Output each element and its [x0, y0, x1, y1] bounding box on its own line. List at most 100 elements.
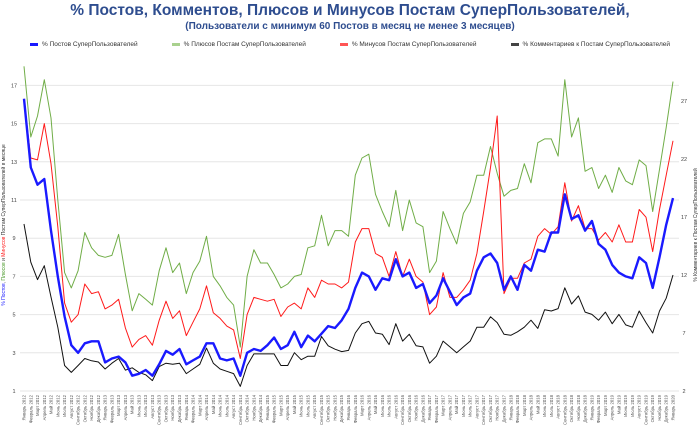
y-right-axis-label: % Комментариев к Постам СуперПользовател… [692, 168, 699, 282]
x-tick-label: Октябрь 2012 [82, 394, 87, 422]
y-right-tick-label: 22 [681, 157, 687, 163]
legend-label-pluses: % Плюсов Постам СуперПользователей [183, 41, 306, 48]
series-line-comments [23, 223, 674, 387]
x-tick-label: Февраль 2018 [515, 394, 520, 423]
legend-item-minuses: % Минусов Постам СуперПользователей [339, 41, 477, 48]
y-right-tick-label: 17 [681, 215, 687, 221]
x-tick-label: Март 2014 [197, 394, 202, 416]
chart-subtitle: (Пользователи с минимум 60 Постов в меся… [185, 21, 515, 32]
x-tick-label: Октябрь 2015 [326, 394, 331, 422]
x-tick-label: Май 2017 [454, 394, 459, 414]
x-tick-label: Сентябрь 2014 [238, 394, 243, 425]
x-tick-label: Сентябрь 2017 [481, 394, 486, 425]
x-tick-label: Сентябрь 2013 [157, 394, 162, 425]
x-tick-label: Май 2016 [373, 394, 378, 414]
y-left-axis-label: % Постов, Плюсов и Минусов Постам СуперП… [0, 144, 7, 306]
series-line-posts [22, 98, 675, 377]
x-tick-label: Январь 2017 [427, 394, 432, 420]
legend-swatch-minuses [339, 43, 348, 46]
x-tick-label: Июнь 2014 [218, 394, 223, 416]
x-tick-label: Январь 2018 [508, 394, 513, 420]
x-tick-label: Февраль 2015 [272, 394, 277, 423]
x-tick-label: Январь 2019 [589, 394, 594, 420]
x-tick-label: Июнь 2018 [542, 394, 547, 416]
x-tick-label: Март 2019 [603, 394, 608, 416]
x-tick-label: Август 2015 [312, 394, 317, 418]
y-right-tick-label: 27 [681, 99, 687, 105]
x-tick-label: Октябрь 2013 [163, 394, 168, 422]
x-tick-label: Апрель 2014 [204, 394, 209, 420]
x-tick-label: Декабрь 2013 [177, 394, 182, 422]
x-tick-label: Декабрь 2016 [420, 394, 425, 422]
x-tick-label: Август 2019 [637, 394, 642, 418]
x-tick-label: Май 2012 [49, 394, 54, 414]
x-tick-label: Ноябрь 2016 [414, 394, 419, 420]
y-left-axis-label-part: Минусов [1, 236, 7, 257]
x-tick-label: Апрель 2012 [42, 394, 47, 420]
legend-item-posts: % Постов СуперПользователей [30, 41, 138, 48]
x-tick-label: Ноябрь 2015 [332, 394, 337, 420]
x-tick-label: Март 2012 [35, 394, 40, 416]
x-tick-label: Июнь 2012 [55, 394, 60, 416]
x-tick-label: Август 2014 [231, 394, 236, 418]
x-tick-label: Сентябрь 2018 [562, 394, 567, 425]
x-tick-label: Июль 2019 [630, 394, 635, 416]
x-tick-label: Январь 2016 [346, 394, 351, 420]
chart-title: % Постов, Комментов, Плюсов и Минусов По… [70, 2, 630, 19]
x-tick-label: Июль 2013 [143, 394, 148, 416]
x-tick-label: Февраль 2019 [596, 394, 601, 423]
x-tick-label: Ноябрь 2019 [657, 394, 662, 420]
x-tick-label: Август 2016 [393, 394, 398, 418]
x-tick-label: Октябрь 2017 [488, 394, 493, 422]
y-left-tick-label: 7 [12, 274, 15, 280]
x-tick-label: Сентябрь 2012 [76, 394, 81, 425]
x-tick-label: Август 2018 [556, 394, 561, 418]
x-tick-label: Декабрь 2017 [501, 394, 506, 422]
x-tick-label: Ноябрь 2017 [495, 394, 500, 420]
x-tick-label: Март 2015 [278, 394, 283, 416]
x-tick-label: Март 2013 [116, 394, 121, 416]
x-tick-label: Февраль 2017 [434, 394, 439, 423]
y-left-axis-label-part: , [1, 281, 7, 284]
x-tick-label: Апрель 2018 [529, 394, 534, 420]
x-tick-label: Август 2017 [474, 394, 479, 418]
x-tick-label: Июль 2017 [468, 394, 473, 416]
series-line-pluses [23, 66, 674, 348]
x-tick-label: Июнь 2015 [299, 394, 304, 416]
x-tick-label: Август 2012 [69, 394, 74, 418]
x-tick-label: Июль 2015 [305, 394, 310, 416]
x-tick-label: Сентябрь 2016 [400, 394, 405, 425]
x-tick-label: Апрель 2017 [447, 394, 452, 420]
x-tick-label: Сентябрь 2015 [319, 394, 324, 425]
y-left-tick-label: 13 [11, 160, 17, 166]
x-tick-label: Июнь 2013 [136, 394, 141, 416]
x-tick-label: Ноябрь 2012 [89, 394, 94, 420]
x-tick-label: Ноябрь 2018 [576, 394, 581, 420]
y-left-tick-label: 1 [12, 389, 15, 395]
x-tick-label: Май 2013 [130, 394, 135, 414]
x-tick-label: Февраль 2012 [28, 394, 33, 423]
x-tick-label: Апрель 2015 [285, 394, 290, 420]
x-tick-label: Апрель 2016 [366, 394, 371, 420]
y-left-tick-label: 17 [11, 83, 17, 89]
x-tick-label: Июнь 2016 [380, 394, 385, 416]
x-tick-label: Январь 2014 [184, 394, 189, 420]
x-tick-label: Май 2019 [616, 394, 621, 414]
x-tick-label: Февраль 2014 [191, 394, 196, 423]
legend-swatch-posts [30, 43, 38, 46]
x-tick-label: Май 2014 [211, 394, 216, 414]
x-tick-label: Ноябрь 2014 [251, 394, 256, 420]
x-tick-label: Февраль 2016 [353, 394, 358, 423]
x-tick-label: Декабрь 2015 [339, 394, 344, 422]
x-tick-label: Май 2018 [535, 394, 540, 414]
x-tick-label: Октябрь 2019 [650, 394, 655, 422]
y-right-tick-label: 2 [682, 389, 685, 395]
x-tick-label: Январь 2013 [103, 394, 108, 420]
x-tick-label: Ноябрь 2013 [170, 394, 175, 420]
x-tick-label: Декабрь 2018 [583, 394, 588, 422]
legend-swatch-pluses [171, 43, 180, 46]
x-tick-label: Март 2016 [360, 394, 365, 416]
y-left-tick-label: 15 [11, 122, 17, 128]
y-left-axis-label-part: Постам СуперПользователей в месяце [0, 144, 7, 237]
